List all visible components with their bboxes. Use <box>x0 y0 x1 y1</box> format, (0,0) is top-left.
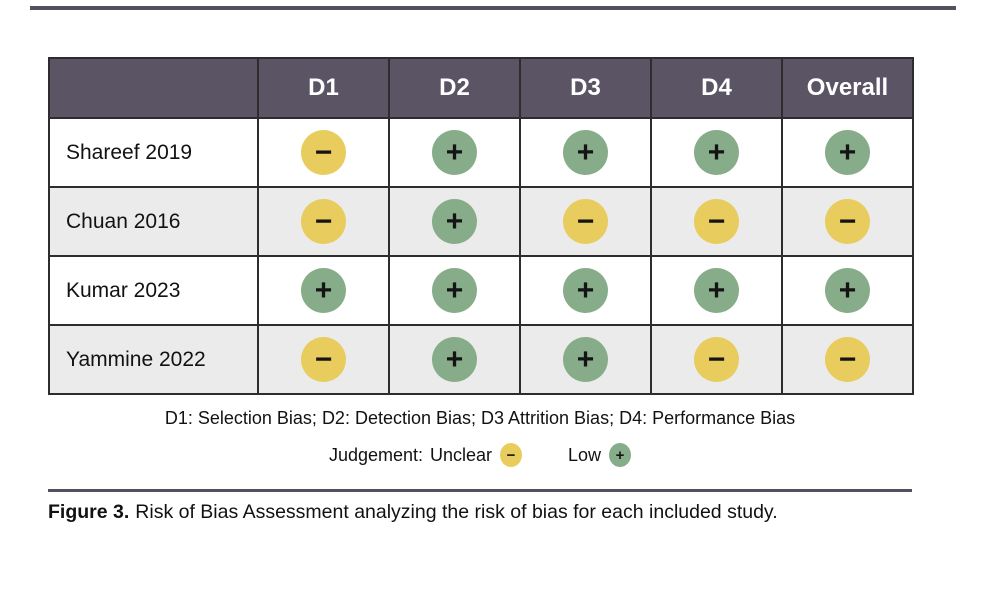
judgement-cell: + <box>519 117 652 188</box>
judgement-cell: + <box>388 186 521 257</box>
judgement-cell: + <box>781 117 914 188</box>
table-body: Shareef 2019− + + + + Chuan 2016− + − − − Kumar 20… <box>48 117 914 395</box>
column-header-d4: D4 <box>650 57 783 119</box>
low-judgement-icon: + <box>609 443 632 467</box>
figure-content: D1 D2 D3 D4 Overall Shareef 2019− + + + + Chuan 2… <box>48 57 914 524</box>
study-name-cell: Shareef 2019 <box>48 117 259 188</box>
judgement-cell: + <box>650 255 783 326</box>
judgement-cell: + <box>388 324 521 395</box>
unclear-judgement-icon: − <box>301 337 346 382</box>
column-header-overall: Overall <box>781 57 914 119</box>
judgement-cell: − <box>257 324 390 395</box>
study-name-cell: Kumar 2023 <box>48 255 259 326</box>
legend-label-low: Low <box>568 444 602 465</box>
caption-label: Figure 3. <box>48 501 130 523</box>
judgement-cell: − <box>781 186 914 257</box>
judgement-cell: + <box>388 117 521 188</box>
low-judgement-icon: + <box>825 130 870 175</box>
low-judgement-icon: + <box>563 268 608 313</box>
study-name-cell: Chuan 2016 <box>48 186 259 257</box>
column-header-d3: D3 <box>519 57 652 119</box>
judgement-cell: − <box>519 186 652 257</box>
judgement-cell: + <box>781 255 914 326</box>
low-judgement-icon: + <box>563 130 608 175</box>
judgement-cell: + <box>388 255 521 326</box>
unclear-judgement-icon: − <box>301 199 346 244</box>
table-row: Chuan 2016− + − − − <box>48 186 914 257</box>
judgement-cell: + <box>519 324 652 395</box>
unclear-judgement-icon: − <box>694 199 739 244</box>
judgement-cell: + <box>650 117 783 188</box>
study-column-header <box>48 57 259 119</box>
figure-caption: Figure 3. Risk of Bias Assessment analyzi… <box>48 501 912 524</box>
low-judgement-icon: + <box>694 130 739 175</box>
low-judgement-icon: + <box>432 337 477 382</box>
judgement-cell: − <box>257 186 390 257</box>
caption-rule <box>48 489 912 492</box>
unclear-judgement-icon: − <box>825 199 870 244</box>
unclear-judgement-icon: − <box>500 443 523 467</box>
study-name-cell: Yammine 2022 <box>48 324 259 395</box>
unclear-judgement-icon: − <box>694 337 739 382</box>
judgement-cell: + <box>257 255 390 326</box>
judgement-cell: + <box>519 255 652 326</box>
low-judgement-icon: + <box>432 199 477 244</box>
header-row: D1 D2 D3 D4 Overall <box>48 57 914 119</box>
top-rule <box>30 6 956 10</box>
table-row: Shareef 2019− + + + + <box>48 117 914 188</box>
low-judgement-icon: + <box>825 268 870 313</box>
judgement-cell: − <box>257 117 390 188</box>
legend-item-low: Low + <box>568 443 632 467</box>
caption-text: Risk of Bias Assessment analyzing the ri… <box>135 501 778 523</box>
table-row: Yammine 2022− + + − − <box>48 324 914 395</box>
judgement-legend: Judgement: Unclear − Low + <box>48 443 912 467</box>
legend-title: Judgement: <box>328 444 423 465</box>
low-judgement-icon: + <box>694 268 739 313</box>
low-judgement-icon: + <box>432 130 477 175</box>
judgement-cell: − <box>650 324 783 395</box>
legend-item-unclear: Unclear − <box>430 443 523 467</box>
low-judgement-icon: + <box>563 337 608 382</box>
table-row: Kumar 2023 + + + + + <box>48 255 914 326</box>
legend-label-unclear: Unclear <box>430 444 493 465</box>
risk-of-bias-table: D1 D2 D3 D4 Overall Shareef 2019− + + + + Chuan 2… <box>48 57 914 395</box>
column-header-d2: D2 <box>388 57 521 119</box>
low-judgement-icon: + <box>301 268 346 313</box>
judgement-cell: − <box>781 324 914 395</box>
judgement-cell: − <box>650 186 783 257</box>
domain-footnote: D1: Selection Bias; D2: Detection Bias; … <box>164 408 796 428</box>
column-header-d1: D1 <box>257 57 390 119</box>
low-judgement-icon: + <box>432 268 477 313</box>
unclear-judgement-icon: − <box>301 130 346 175</box>
unclear-judgement-icon: − <box>825 337 870 382</box>
unclear-judgement-icon: − <box>563 199 608 244</box>
